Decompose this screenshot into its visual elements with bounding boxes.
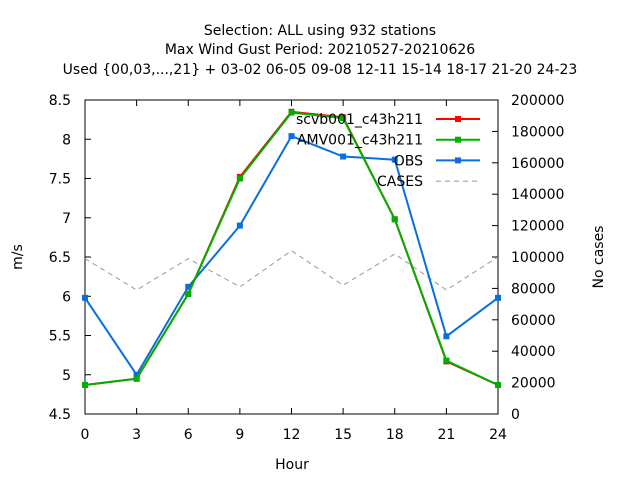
data-point (236, 222, 243, 229)
chart-title-line-3: Used {00,03,...,21} + 03-02 06-05 09-08 … (63, 62, 578, 78)
legend-label: OBS (394, 153, 423, 169)
series-scvb001_c43h211 (82, 108, 501, 388)
x-tick-label: 24 (489, 427, 507, 443)
data-point (82, 381, 88, 388)
chart-title-line-1: Selection: ALL using 932 stations (204, 23, 436, 39)
data-point (443, 333, 450, 340)
data-point (185, 283, 192, 290)
x-tick-label: 18 (386, 427, 404, 443)
series-CASES (84, 250, 499, 291)
legend-marker (455, 157, 461, 164)
data-point (495, 381, 501, 388)
plot-frame (84, 99, 499, 415)
x-tick-label: 6 (184, 427, 193, 443)
x-tick-label: 15 (334, 427, 352, 443)
y2-tick-label: 200000 (511, 93, 564, 109)
y2-tick-label: 100000 (511, 250, 564, 266)
y-tick-label: 7 (62, 211, 71, 227)
series-line (84, 110, 499, 386)
data-point (495, 294, 501, 301)
y2-tick-label: 0 (511, 407, 520, 423)
series-AMV001_c43h211 (82, 109, 501, 388)
x-tick-label: 3 (132, 427, 141, 443)
legend-item: scvb001_c43h211 (296, 112, 480, 128)
data-point (340, 153, 347, 160)
axes: 0 3 6 9 12 15 18 21 24 4.5 5 5.5 6 6.5 7 7.5 8 8.5 0 20000 4… (49, 93, 565, 443)
y-axis-label: m/s (10, 244, 26, 270)
data-point (340, 115, 347, 122)
y-tick-label: 5 (62, 368, 71, 384)
legend-item: CASES (377, 174, 480, 190)
data-point (288, 133, 295, 140)
series-OBS (82, 133, 501, 378)
y-tick-label: 5.5 (49, 329, 71, 345)
plot-area (82, 108, 501, 388)
x-tick-label: 9 (235, 427, 244, 443)
y-tick-label: 8 (62, 132, 71, 148)
data-point (391, 156, 398, 163)
y2-tick-label: 160000 (511, 156, 564, 172)
legend-label: scvb001_c43h211 (296, 112, 423, 128)
x-tick-label: 12 (283, 427, 301, 443)
y-tick-label: 4.5 (49, 407, 71, 423)
chart-title-line-2: Max Wind Gust Period: 20210527-20210626 (165, 42, 475, 58)
data-point (236, 175, 243, 182)
data-point (391, 216, 398, 223)
y2-axis-label: No cases (591, 226, 607, 289)
x-tick-label: 0 (81, 427, 90, 443)
data-point (133, 371, 140, 378)
y2-tick-label: 140000 (511, 187, 564, 203)
data-point (82, 294, 88, 301)
data-point (288, 109, 295, 116)
y-tick-label: 6.5 (49, 250, 71, 266)
y2-tick-label: 80000 (511, 281, 556, 297)
x-axis-label: Hour (275, 457, 309, 473)
legend-marker (455, 116, 461, 122)
y-tick-label: 8.5 (49, 93, 71, 109)
data-point (185, 290, 192, 297)
y2-tick-label: 40000 (511, 344, 556, 360)
legend-item: OBS (394, 153, 480, 169)
legend-marker (455, 136, 461, 143)
x-tick-label: 21 (437, 427, 455, 443)
legend-item: AMV001_c43h211 (297, 133, 480, 149)
y2-tick-label: 20000 (511, 376, 556, 392)
series-line (84, 134, 499, 377)
y-tick-label: 6 (62, 289, 71, 305)
y2-tick-label: 60000 (511, 313, 556, 329)
y-tick-label: 7.5 (49, 172, 71, 188)
legend-label: AMV001_c43h211 (297, 133, 423, 149)
series-line (84, 250, 499, 291)
y2-tick-label: 180000 (511, 124, 564, 140)
data-point (133, 375, 140, 382)
data-point (443, 357, 450, 364)
y2-tick-label: 120000 (511, 219, 564, 235)
series-line (84, 111, 499, 386)
legend-label: CASES (377, 174, 423, 190)
legend: scvb001_c43h211 AMV001_c43h211 OBS CASES (296, 112, 480, 190)
